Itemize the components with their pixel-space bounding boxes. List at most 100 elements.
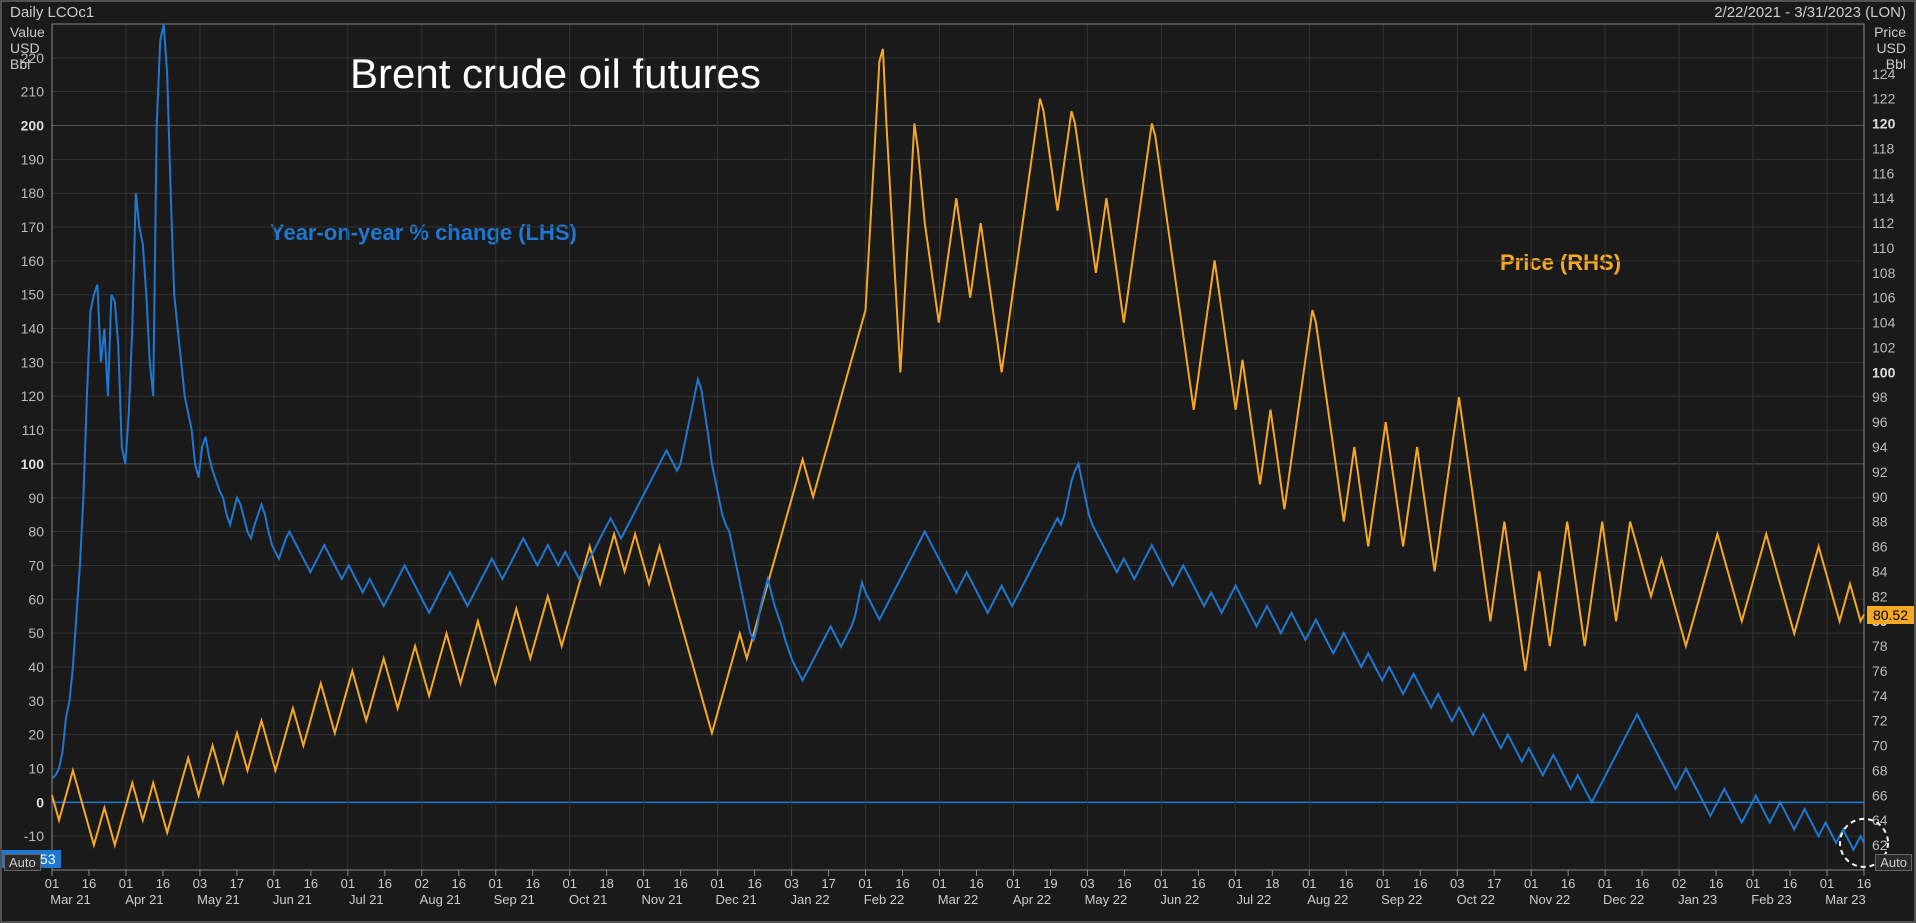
svg-text:16: 16 bbox=[969, 876, 983, 891]
svg-text:03: 03 bbox=[1080, 876, 1094, 891]
svg-text:01: 01 bbox=[1820, 876, 1834, 891]
svg-text:Mar 21: Mar 21 bbox=[50, 892, 90, 907]
svg-text:Oct 22: Oct 22 bbox=[1457, 892, 1495, 907]
svg-text:17: 17 bbox=[1487, 876, 1501, 891]
svg-text:120: 120 bbox=[1872, 116, 1896, 132]
svg-text:03: 03 bbox=[784, 876, 798, 891]
svg-text:84: 84 bbox=[1872, 563, 1888, 579]
svg-text:18: 18 bbox=[599, 876, 613, 891]
svg-text:78: 78 bbox=[1872, 638, 1888, 654]
svg-text:70: 70 bbox=[1872, 738, 1888, 754]
svg-text:Aug 21: Aug 21 bbox=[420, 892, 461, 907]
svg-text:80: 80 bbox=[28, 524, 44, 540]
svg-text:72: 72 bbox=[1872, 713, 1888, 729]
chart-svg: -100102030405060708090100110120130140150… bbox=[0, 0, 1916, 923]
svg-text:16: 16 bbox=[1191, 876, 1205, 891]
svg-text:Sep 22: Sep 22 bbox=[1381, 892, 1422, 907]
svg-text:01: 01 bbox=[1228, 876, 1242, 891]
svg-text:01: 01 bbox=[1154, 876, 1168, 891]
svg-text:01: 01 bbox=[1376, 876, 1390, 891]
svg-text:104: 104 bbox=[1872, 315, 1896, 331]
svg-text:180: 180 bbox=[21, 185, 45, 201]
svg-text:122: 122 bbox=[1872, 91, 1896, 107]
svg-text:03: 03 bbox=[1450, 876, 1464, 891]
svg-text:16: 16 bbox=[1857, 876, 1871, 891]
svg-text:118: 118 bbox=[1872, 140, 1895, 156]
svg-text:19: 19 bbox=[1043, 876, 1057, 891]
svg-text:102: 102 bbox=[1872, 339, 1896, 355]
svg-text:17: 17 bbox=[230, 876, 244, 891]
svg-text:Jul 21: Jul 21 bbox=[349, 892, 384, 907]
svg-text:01: 01 bbox=[636, 876, 650, 891]
svg-text:01: 01 bbox=[1302, 876, 1316, 891]
svg-text:98: 98 bbox=[1872, 389, 1888, 405]
svg-text:Dec 21: Dec 21 bbox=[716, 892, 757, 907]
svg-text:Mar 23: Mar 23 bbox=[1825, 892, 1865, 907]
svg-text:01: 01 bbox=[858, 876, 872, 891]
svg-text:01: 01 bbox=[562, 876, 576, 891]
svg-text:16: 16 bbox=[1783, 876, 1797, 891]
svg-text:01: 01 bbox=[932, 876, 946, 891]
svg-text:May 21: May 21 bbox=[197, 892, 240, 907]
svg-text:Mar 22: Mar 22 bbox=[938, 892, 978, 907]
svg-text:01: 01 bbox=[1598, 876, 1612, 891]
svg-text:82: 82 bbox=[1872, 588, 1888, 604]
svg-text:16: 16 bbox=[1413, 876, 1427, 891]
svg-text:20: 20 bbox=[28, 727, 44, 743]
svg-text:02: 02 bbox=[415, 876, 429, 891]
svg-text:100: 100 bbox=[1872, 364, 1896, 380]
svg-text:01: 01 bbox=[341, 876, 355, 891]
svg-text:Feb 22: Feb 22 bbox=[864, 892, 904, 907]
svg-text:16: 16 bbox=[673, 876, 687, 891]
svg-text:88: 88 bbox=[1872, 514, 1888, 530]
svg-text:03: 03 bbox=[193, 876, 207, 891]
svg-text:Jun 21: Jun 21 bbox=[273, 892, 312, 907]
svg-text:Nov 22: Nov 22 bbox=[1529, 892, 1570, 907]
svg-text:16: 16 bbox=[895, 876, 909, 891]
svg-text:150: 150 bbox=[21, 287, 45, 303]
svg-text:108: 108 bbox=[1872, 265, 1896, 281]
svg-text:Sep 21: Sep 21 bbox=[494, 892, 535, 907]
price-current-badge: 80.52 bbox=[1867, 606, 1914, 624]
svg-text:16: 16 bbox=[452, 876, 466, 891]
svg-text:Dec 22: Dec 22 bbox=[1603, 892, 1644, 907]
svg-text:-10: -10 bbox=[24, 828, 44, 844]
svg-text:60: 60 bbox=[28, 591, 44, 607]
svg-text:90: 90 bbox=[28, 490, 44, 506]
auto-scale-right-button[interactable]: Auto bbox=[1875, 854, 1912, 871]
svg-text:100: 100 bbox=[21, 456, 45, 472]
svg-text:66: 66 bbox=[1872, 787, 1888, 803]
svg-text:76: 76 bbox=[1872, 663, 1888, 679]
svg-text:Jun 22: Jun 22 bbox=[1160, 892, 1199, 907]
svg-text:70: 70 bbox=[28, 557, 44, 573]
svg-text:16: 16 bbox=[747, 876, 761, 891]
svg-text:01: 01 bbox=[1006, 876, 1020, 891]
chart-container: Daily LCOc1 2/22/2021 - 3/31/2023 (LON) … bbox=[0, 0, 1916, 923]
svg-text:74: 74 bbox=[1872, 688, 1888, 704]
svg-text:01: 01 bbox=[119, 876, 133, 891]
svg-text:114: 114 bbox=[1872, 190, 1895, 206]
svg-text:90: 90 bbox=[1872, 489, 1888, 505]
svg-text:Apr 22: Apr 22 bbox=[1013, 892, 1051, 907]
svg-text:Aug 22: Aug 22 bbox=[1307, 892, 1348, 907]
svg-text:140: 140 bbox=[21, 321, 45, 337]
svg-text:01: 01 bbox=[710, 876, 724, 891]
svg-text:16: 16 bbox=[156, 876, 170, 891]
svg-text:01: 01 bbox=[1524, 876, 1538, 891]
svg-text:02: 02 bbox=[1672, 876, 1686, 891]
svg-text:10: 10 bbox=[28, 760, 44, 776]
svg-text:16: 16 bbox=[1339, 876, 1353, 891]
svg-text:190: 190 bbox=[21, 151, 45, 167]
svg-text:130: 130 bbox=[21, 354, 45, 370]
svg-text:16: 16 bbox=[1561, 876, 1575, 891]
svg-text:Feb 23: Feb 23 bbox=[1751, 892, 1791, 907]
svg-text:16: 16 bbox=[1635, 876, 1649, 891]
svg-text:110: 110 bbox=[1872, 240, 1895, 256]
svg-text:16: 16 bbox=[378, 876, 392, 891]
auto-scale-left-button[interactable]: Auto bbox=[4, 854, 41, 871]
svg-text:Jul 22: Jul 22 bbox=[1236, 892, 1271, 907]
svg-text:116: 116 bbox=[1872, 165, 1895, 181]
svg-text:16: 16 bbox=[526, 876, 540, 891]
svg-text:Oct 21: Oct 21 bbox=[569, 892, 607, 907]
svg-text:40: 40 bbox=[28, 659, 44, 675]
